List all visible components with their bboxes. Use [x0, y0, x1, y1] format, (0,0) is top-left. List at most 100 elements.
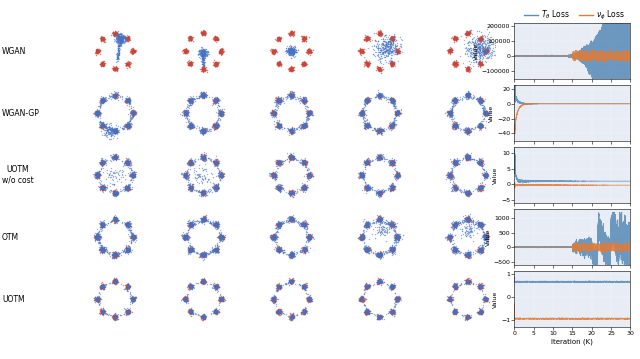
- Point: [273, 283, 283, 289]
- Point: [89, 297, 99, 303]
- Point: [180, 297, 191, 302]
- Point: [110, 92, 120, 97]
- Point: [111, 154, 122, 159]
- Point: [461, 126, 472, 132]
- Point: [390, 172, 400, 177]
- Point: [276, 247, 287, 253]
- Point: [128, 111, 138, 116]
- Point: [110, 153, 120, 159]
- Point: [476, 282, 486, 288]
- Point: [357, 50, 367, 56]
- Point: [284, 92, 294, 98]
- Point: [275, 185, 285, 191]
- Point: [475, 246, 485, 252]
- Point: [186, 186, 196, 191]
- Point: [476, 223, 486, 229]
- Point: [451, 121, 461, 127]
- Point: [476, 250, 486, 256]
- Point: [384, 220, 394, 226]
- Point: [210, 183, 220, 189]
- Point: [269, 173, 280, 179]
- Point: [387, 244, 397, 250]
- Point: [215, 237, 225, 243]
- Point: [396, 37, 406, 43]
- Point: [110, 30, 120, 36]
- Point: [388, 123, 399, 129]
- Point: [388, 244, 398, 250]
- Point: [110, 156, 120, 162]
- Point: [462, 217, 472, 223]
- Point: [273, 159, 283, 164]
- Point: [287, 127, 298, 133]
- Point: [197, 280, 207, 286]
- Point: [118, 219, 129, 225]
- Point: [301, 280, 311, 285]
- Point: [96, 284, 106, 290]
- Point: [484, 233, 494, 239]
- Point: [385, 125, 395, 131]
- Point: [476, 284, 486, 290]
- Point: [109, 31, 119, 37]
- Point: [385, 283, 395, 288]
- Point: [360, 162, 371, 168]
- Point: [388, 221, 399, 227]
- Point: [299, 223, 309, 229]
- Point: [358, 112, 369, 117]
- Point: [287, 190, 298, 196]
- Point: [362, 100, 372, 106]
- Point: [360, 159, 370, 164]
- Point: [362, 248, 372, 254]
- Point: [186, 282, 196, 288]
- Point: [123, 159, 133, 165]
- Point: [474, 281, 484, 287]
- Point: [197, 64, 207, 70]
- Point: [107, 251, 117, 256]
- Point: [198, 280, 208, 285]
- Point: [300, 159, 310, 164]
- Point: [460, 279, 470, 284]
- Point: [381, 218, 392, 223]
- Point: [185, 221, 195, 227]
- Point: [478, 282, 488, 288]
- Point: [268, 112, 278, 118]
- Point: [451, 308, 461, 313]
- Point: [477, 283, 487, 288]
- Point: [183, 48, 193, 53]
- Point: [216, 46, 226, 52]
- Point: [443, 173, 453, 179]
- Point: [209, 307, 220, 313]
- Point: [273, 248, 283, 254]
- Point: [186, 221, 196, 227]
- Point: [93, 172, 103, 178]
- Point: [182, 162, 192, 167]
- Point: [99, 61, 109, 66]
- Point: [198, 314, 209, 320]
- Point: [304, 111, 314, 117]
- Point: [198, 313, 208, 319]
- Point: [111, 66, 121, 72]
- Point: [273, 123, 283, 129]
- Point: [359, 97, 369, 103]
- Point: [216, 47, 227, 53]
- Point: [122, 184, 132, 190]
- Point: [360, 285, 371, 290]
- Point: [363, 122, 373, 128]
- Point: [301, 122, 311, 127]
- Point: [355, 295, 365, 301]
- Point: [198, 94, 209, 99]
- Point: [284, 50, 294, 56]
- Point: [287, 67, 298, 73]
- Point: [481, 235, 492, 241]
- Point: [387, 61, 397, 66]
- Point: [111, 281, 121, 287]
- Point: [461, 214, 471, 220]
- Point: [114, 168, 124, 174]
- Point: [181, 297, 191, 303]
- Point: [98, 184, 108, 190]
- Point: [275, 221, 285, 227]
- Point: [443, 47, 453, 53]
- Point: [356, 297, 367, 303]
- Point: [187, 101, 197, 106]
- Point: [187, 162, 197, 168]
- Point: [219, 234, 229, 240]
